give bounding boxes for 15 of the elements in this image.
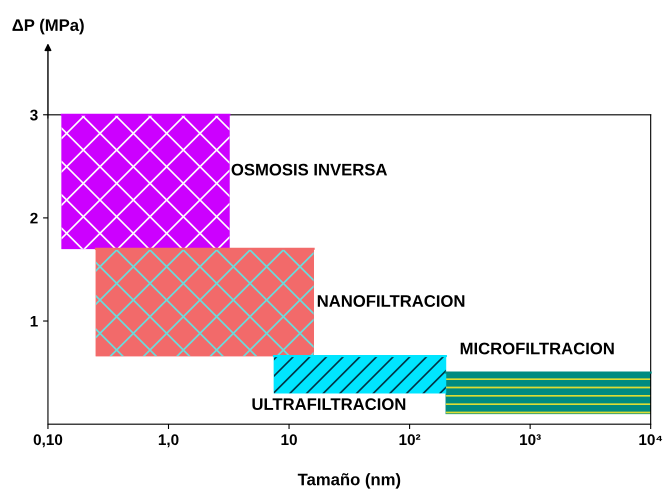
text: NANOFILTRACION (318, 295, 464, 307)
x-tick-label: 10³ (520, 434, 541, 446)
text: ULTRAFILTRACION (252, 398, 406, 410)
series-label: MICROFILTRACION (460, 342, 614, 354)
y-axis-title: ΔP (MPa) (12, 18, 84, 34)
y-tick-label: 3 (30, 110, 38, 120)
text: OSMOSIS INVERSA (232, 164, 388, 176)
y-tick-label: 2 (30, 212, 38, 224)
x-tick-label: 10² (400, 434, 420, 446)
x-tick-label: 0,10 (34, 434, 62, 448)
x-tick-label: 10 (282, 434, 297, 446)
x-axis-title: Tamaño (nm) (298, 473, 400, 489)
y-tick-label: 1 (30, 316, 38, 327)
x-tick-label: 10⁴ (639, 434, 662, 446)
x-tick-label: 1,0 (158, 434, 178, 448)
